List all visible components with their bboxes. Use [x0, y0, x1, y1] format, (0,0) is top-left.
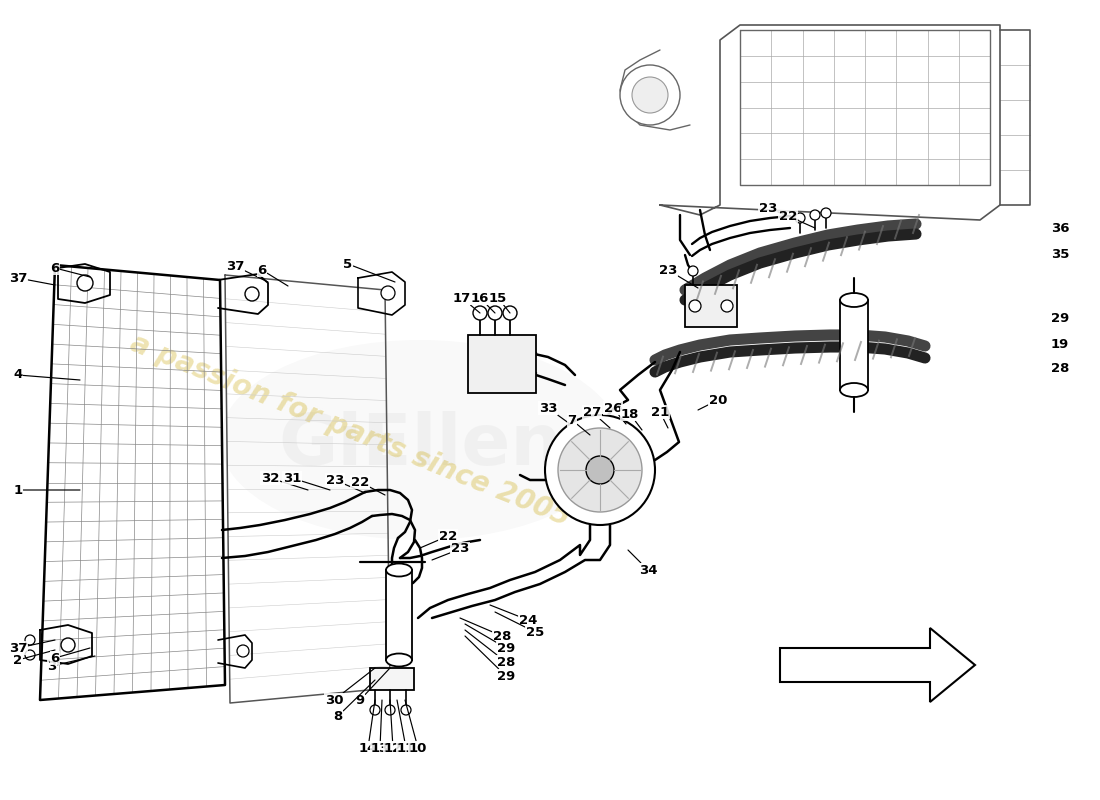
Text: 28: 28 — [1050, 362, 1069, 374]
Bar — [840, 300, 868, 390]
Text: 18: 18 — [620, 407, 642, 430]
Text: 23: 23 — [659, 263, 698, 288]
Ellipse shape — [220, 340, 620, 540]
Circle shape — [236, 645, 249, 657]
Text: 9: 9 — [355, 668, 390, 706]
Text: 34: 34 — [628, 550, 658, 577]
Text: 13: 13 — [371, 700, 389, 754]
Circle shape — [370, 705, 379, 715]
Text: 1: 1 — [13, 483, 80, 497]
Circle shape — [60, 638, 75, 652]
Text: 29: 29 — [465, 624, 515, 654]
Text: 27: 27 — [583, 406, 610, 428]
Text: 23: 23 — [432, 542, 470, 560]
Bar — [370, 668, 414, 690]
Text: 25: 25 — [495, 612, 544, 638]
Circle shape — [544, 415, 654, 525]
Circle shape — [381, 286, 395, 300]
Text: 6: 6 — [257, 263, 288, 286]
Text: 31: 31 — [283, 471, 330, 490]
Text: 4: 4 — [13, 369, 80, 382]
Text: 20: 20 — [698, 394, 727, 410]
Text: 8: 8 — [333, 680, 375, 722]
Circle shape — [620, 65, 680, 125]
Text: 29: 29 — [465, 636, 515, 682]
Text: 15: 15 — [488, 291, 510, 313]
Text: 19: 19 — [1050, 338, 1069, 351]
Text: 28: 28 — [465, 630, 515, 669]
Bar — [386, 570, 412, 660]
Text: 37: 37 — [226, 259, 268, 282]
Text: 6: 6 — [51, 648, 90, 665]
Circle shape — [688, 266, 698, 276]
Ellipse shape — [840, 293, 868, 307]
Text: 23: 23 — [759, 202, 797, 220]
Circle shape — [810, 210, 820, 220]
Text: 22: 22 — [420, 530, 458, 548]
Ellipse shape — [386, 563, 412, 577]
Text: 11: 11 — [397, 700, 415, 754]
Text: 26: 26 — [604, 402, 626, 424]
Circle shape — [245, 287, 258, 301]
Circle shape — [632, 77, 668, 113]
Text: 22: 22 — [779, 210, 815, 228]
Text: 29: 29 — [1050, 311, 1069, 325]
Polygon shape — [780, 628, 975, 702]
Circle shape — [720, 300, 733, 312]
Bar — [685, 285, 737, 327]
Text: a passion for parts since 2005: a passion for parts since 2005 — [126, 329, 574, 531]
Text: 22: 22 — [351, 475, 385, 495]
Circle shape — [402, 705, 411, 715]
Text: 35: 35 — [1050, 247, 1069, 261]
Text: 14: 14 — [359, 700, 377, 754]
Text: 6: 6 — [51, 262, 90, 277]
Text: 24: 24 — [490, 605, 537, 626]
Text: 10: 10 — [405, 700, 427, 754]
Text: 37: 37 — [9, 271, 55, 285]
Circle shape — [473, 306, 487, 320]
Circle shape — [795, 213, 805, 223]
Ellipse shape — [386, 654, 412, 666]
Text: 33: 33 — [539, 402, 570, 424]
Text: 21: 21 — [651, 406, 669, 428]
Circle shape — [821, 208, 830, 218]
Text: 28: 28 — [460, 618, 512, 642]
Circle shape — [503, 306, 517, 320]
Circle shape — [25, 650, 35, 660]
Circle shape — [25, 635, 35, 645]
Bar — [468, 335, 536, 393]
Text: 37: 37 — [9, 640, 55, 654]
Text: 36: 36 — [1050, 222, 1069, 234]
Text: 12: 12 — [384, 700, 403, 754]
Circle shape — [488, 306, 502, 320]
Text: 23: 23 — [326, 474, 365, 493]
Text: 32: 32 — [261, 471, 308, 490]
Circle shape — [689, 300, 701, 312]
Text: 5: 5 — [343, 258, 395, 282]
Circle shape — [385, 705, 395, 715]
Text: 17: 17 — [453, 291, 480, 313]
Text: 16: 16 — [471, 291, 495, 313]
Text: 2: 2 — [13, 650, 55, 666]
Circle shape — [558, 428, 642, 512]
Text: 3: 3 — [47, 656, 95, 673]
Text: 7: 7 — [568, 414, 590, 435]
Ellipse shape — [840, 383, 868, 397]
Circle shape — [586, 456, 614, 484]
Text: GiEllen: GiEllen — [278, 410, 562, 479]
Circle shape — [77, 275, 94, 291]
Text: 30: 30 — [324, 668, 375, 706]
